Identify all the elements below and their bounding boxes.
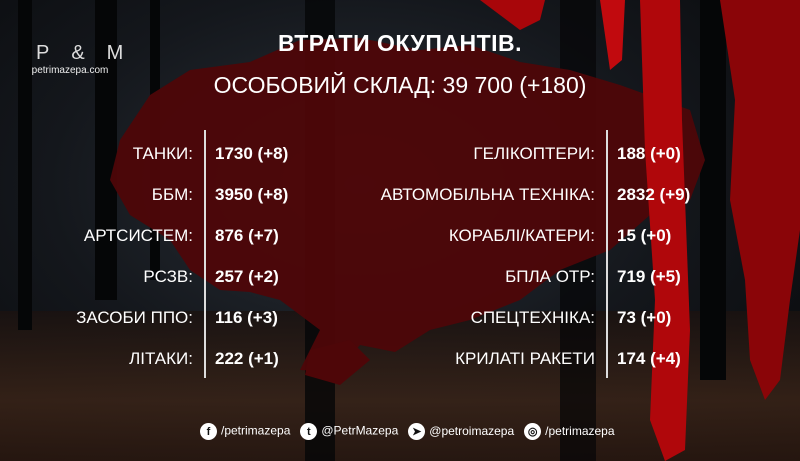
divider <box>606 130 608 378</box>
personnel-subtitle: ОСОБОВИЙ СКЛАД: 39 700 (+180) <box>213 72 587 98</box>
right-stats: ГЕЛІКОПТЕРИ: 188 (+0) АВТОМОБІЛЬНА ТЕХНІКА… <box>300 133 691 379</box>
stat-value: 257 (+2) <box>215 266 279 286</box>
page-title: ВТРАТИ ОКУПАНТІВ. <box>277 30 523 56</box>
logo-site: petrimazepa.com <box>31 65 109 76</box>
tree <box>700 0 726 380</box>
crimea <box>305 340 370 385</box>
ukraine-map <box>110 38 705 372</box>
divider <box>204 130 206 378</box>
instagram-icon: ◎ <box>524 423 542 440</box>
stat-value: 2832 (+9) <box>617 184 691 204</box>
blood-drip <box>480 0 545 30</box>
stat-label: БПЛА ОТР: <box>505 266 595 286</box>
stat-value: 188 (+0) <box>617 143 681 163</box>
stat-value: 174 (+4) <box>617 348 681 368</box>
stat-label: КРИЛАТІ РАКЕТИ <box>455 348 595 368</box>
stat-row: ТАНКИ: 1730 (+8) <box>0 133 289 174</box>
stat-label: ЗАСОБИ ППО: <box>76 307 193 327</box>
blood-drip <box>720 0 800 400</box>
stat-row: КРИЛАТІ РАКЕТИ 174 (+4) <box>300 338 690 379</box>
stat-value: 1730 (+8) <box>215 143 289 163</box>
tree <box>95 0 117 300</box>
social-handle: /petrimazepa <box>545 424 615 438</box>
stat-row: РСЗВ: 257 (+2) <box>0 256 288 297</box>
stat-label: ББМ: <box>151 184 193 204</box>
stat-row: ЛІТАКИ: 222 (+1) <box>0 338 288 379</box>
social-links: f/petrimazepa t @PetrMazepa ➤ @petroimazepa ◎… <box>200 423 615 440</box>
social-link[interactable]: ➤ @petroimazepa <box>408 423 514 440</box>
stat-row: АРТСИСТЕМ: 876 (+7) <box>0 215 288 256</box>
stat-label: КОРАБЛІ/КАТЕРИ: <box>448 225 595 245</box>
social-link[interactable]: ◎/petrimazepa <box>524 423 615 440</box>
stat-label: АВТОМОБІЛЬНА ТЕХНІКА: <box>380 184 595 204</box>
stat-row: ГЕЛІКОПТЕРИ: 188 (+0) <box>300 133 690 174</box>
stat-value: 719 (+5) <box>617 266 681 286</box>
stat-label: АРТСИСТЕМ: <box>83 225 193 245</box>
stat-label: ГЕЛІКОПТЕРИ: <box>473 143 595 163</box>
twitter-icon: t <box>300 423 318 440</box>
blood-drip <box>600 0 625 70</box>
logo[interactable]: P&M petrimazepa.com <box>30 28 146 76</box>
stat-row: АВТОМОБІЛЬНА ТЕХНІКА: 2832 (+9) <box>300 174 691 215</box>
stat-label: СПЕЦТЕХНІКА: <box>470 307 595 327</box>
stat-label: ЛІТАКИ: <box>129 348 193 368</box>
tree <box>18 0 32 330</box>
blood-drip <box>640 0 690 461</box>
telegram-icon: ➤ <box>408 423 426 440</box>
stat-row: БПЛА ОТР: 719 (+5) <box>300 256 690 297</box>
social-link[interactable]: f/petrimazepa <box>200 423 290 440</box>
logo-letters: P&M <box>36 42 146 64</box>
stat-value: 222 (+1) <box>215 348 279 368</box>
stat-value: 15 (+0) <box>617 225 672 245</box>
left-stats: ТАНКИ: 1730 (+8) ББМ: 3950 (+8) АРТСИСТЕМ: 87… <box>0 133 288 379</box>
stat-value: 73 (+0) <box>617 307 672 327</box>
stat-label: ТАНКИ: <box>132 143 193 163</box>
stat-label: РСЗВ: <box>143 266 193 286</box>
stat-value: 876 (+7) <box>215 225 279 245</box>
social-handle: @PetrMazepa <box>321 423 399 438</box>
stat-value: 3950 (+8) <box>215 184 289 204</box>
stat-row: ББМ: 3950 (+8) <box>0 174 288 215</box>
social-link[interactable]: t @PetrMazepa <box>300 423 398 440</box>
social-handle: /petrimazepa <box>221 423 291 438</box>
stat-row: КОРАБЛІ/КАТЕРИ: 15 (+0) <box>300 215 690 256</box>
stat-row: ЗАСОБИ ППО: 116 (+3) <box>0 297 288 338</box>
facebook-icon: f <box>200 423 217 440</box>
stat-row: СПЕЦТЕХНІКА: 73 (+0) <box>300 297 690 338</box>
social-handle: @petroimazepa <box>429 424 515 438</box>
stat-value: 116 (+3) <box>215 307 278 327</box>
